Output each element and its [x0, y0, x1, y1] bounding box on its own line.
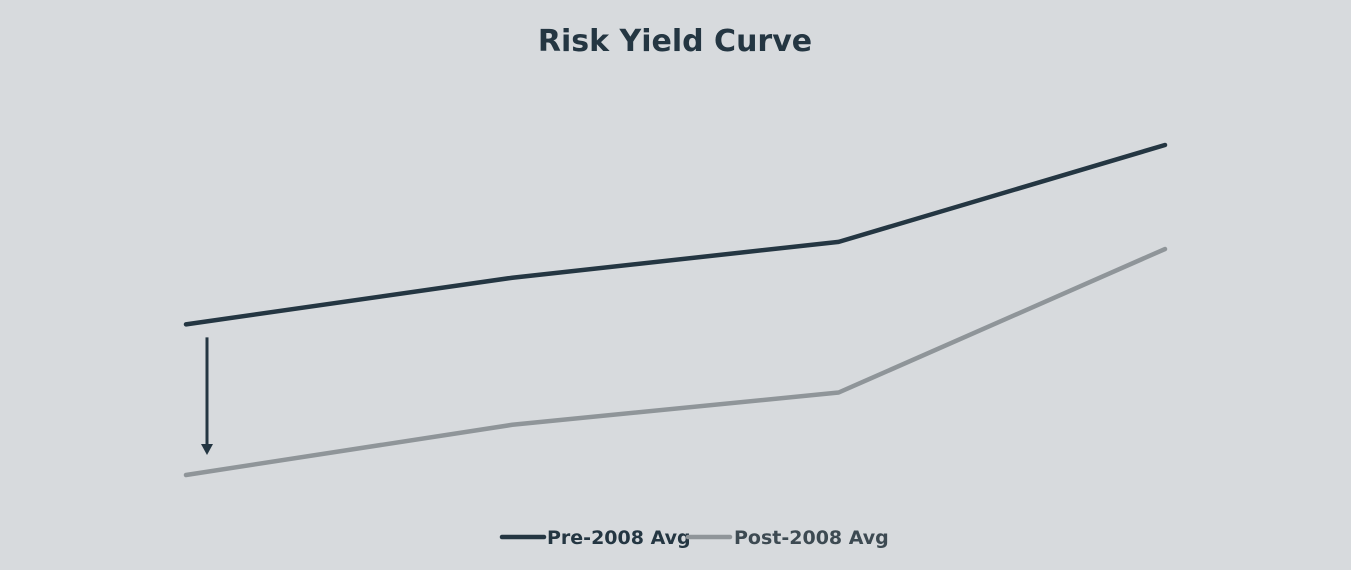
legend-label-post-2008: Post-2008 Avg — [734, 527, 889, 549]
legend: Pre-2008 Avg Post-2008 Avg — [499, 527, 889, 549]
chart-title: Risk Yield Curve — [538, 24, 812, 59]
arrow-head-icon — [201, 444, 213, 455]
series-layer — [183, 142, 1168, 478]
series-line-pre-2008 — [183, 142, 1168, 327]
legend-label-pre-2008: Pre-2008 Avg — [547, 527, 691, 549]
series-line-post-2008 — [183, 246, 1168, 478]
annotation-layer — [201, 337, 213, 455]
